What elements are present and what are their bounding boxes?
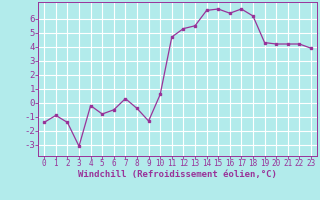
X-axis label: Windchill (Refroidissement éolien,°C): Windchill (Refroidissement éolien,°C): [78, 170, 277, 179]
